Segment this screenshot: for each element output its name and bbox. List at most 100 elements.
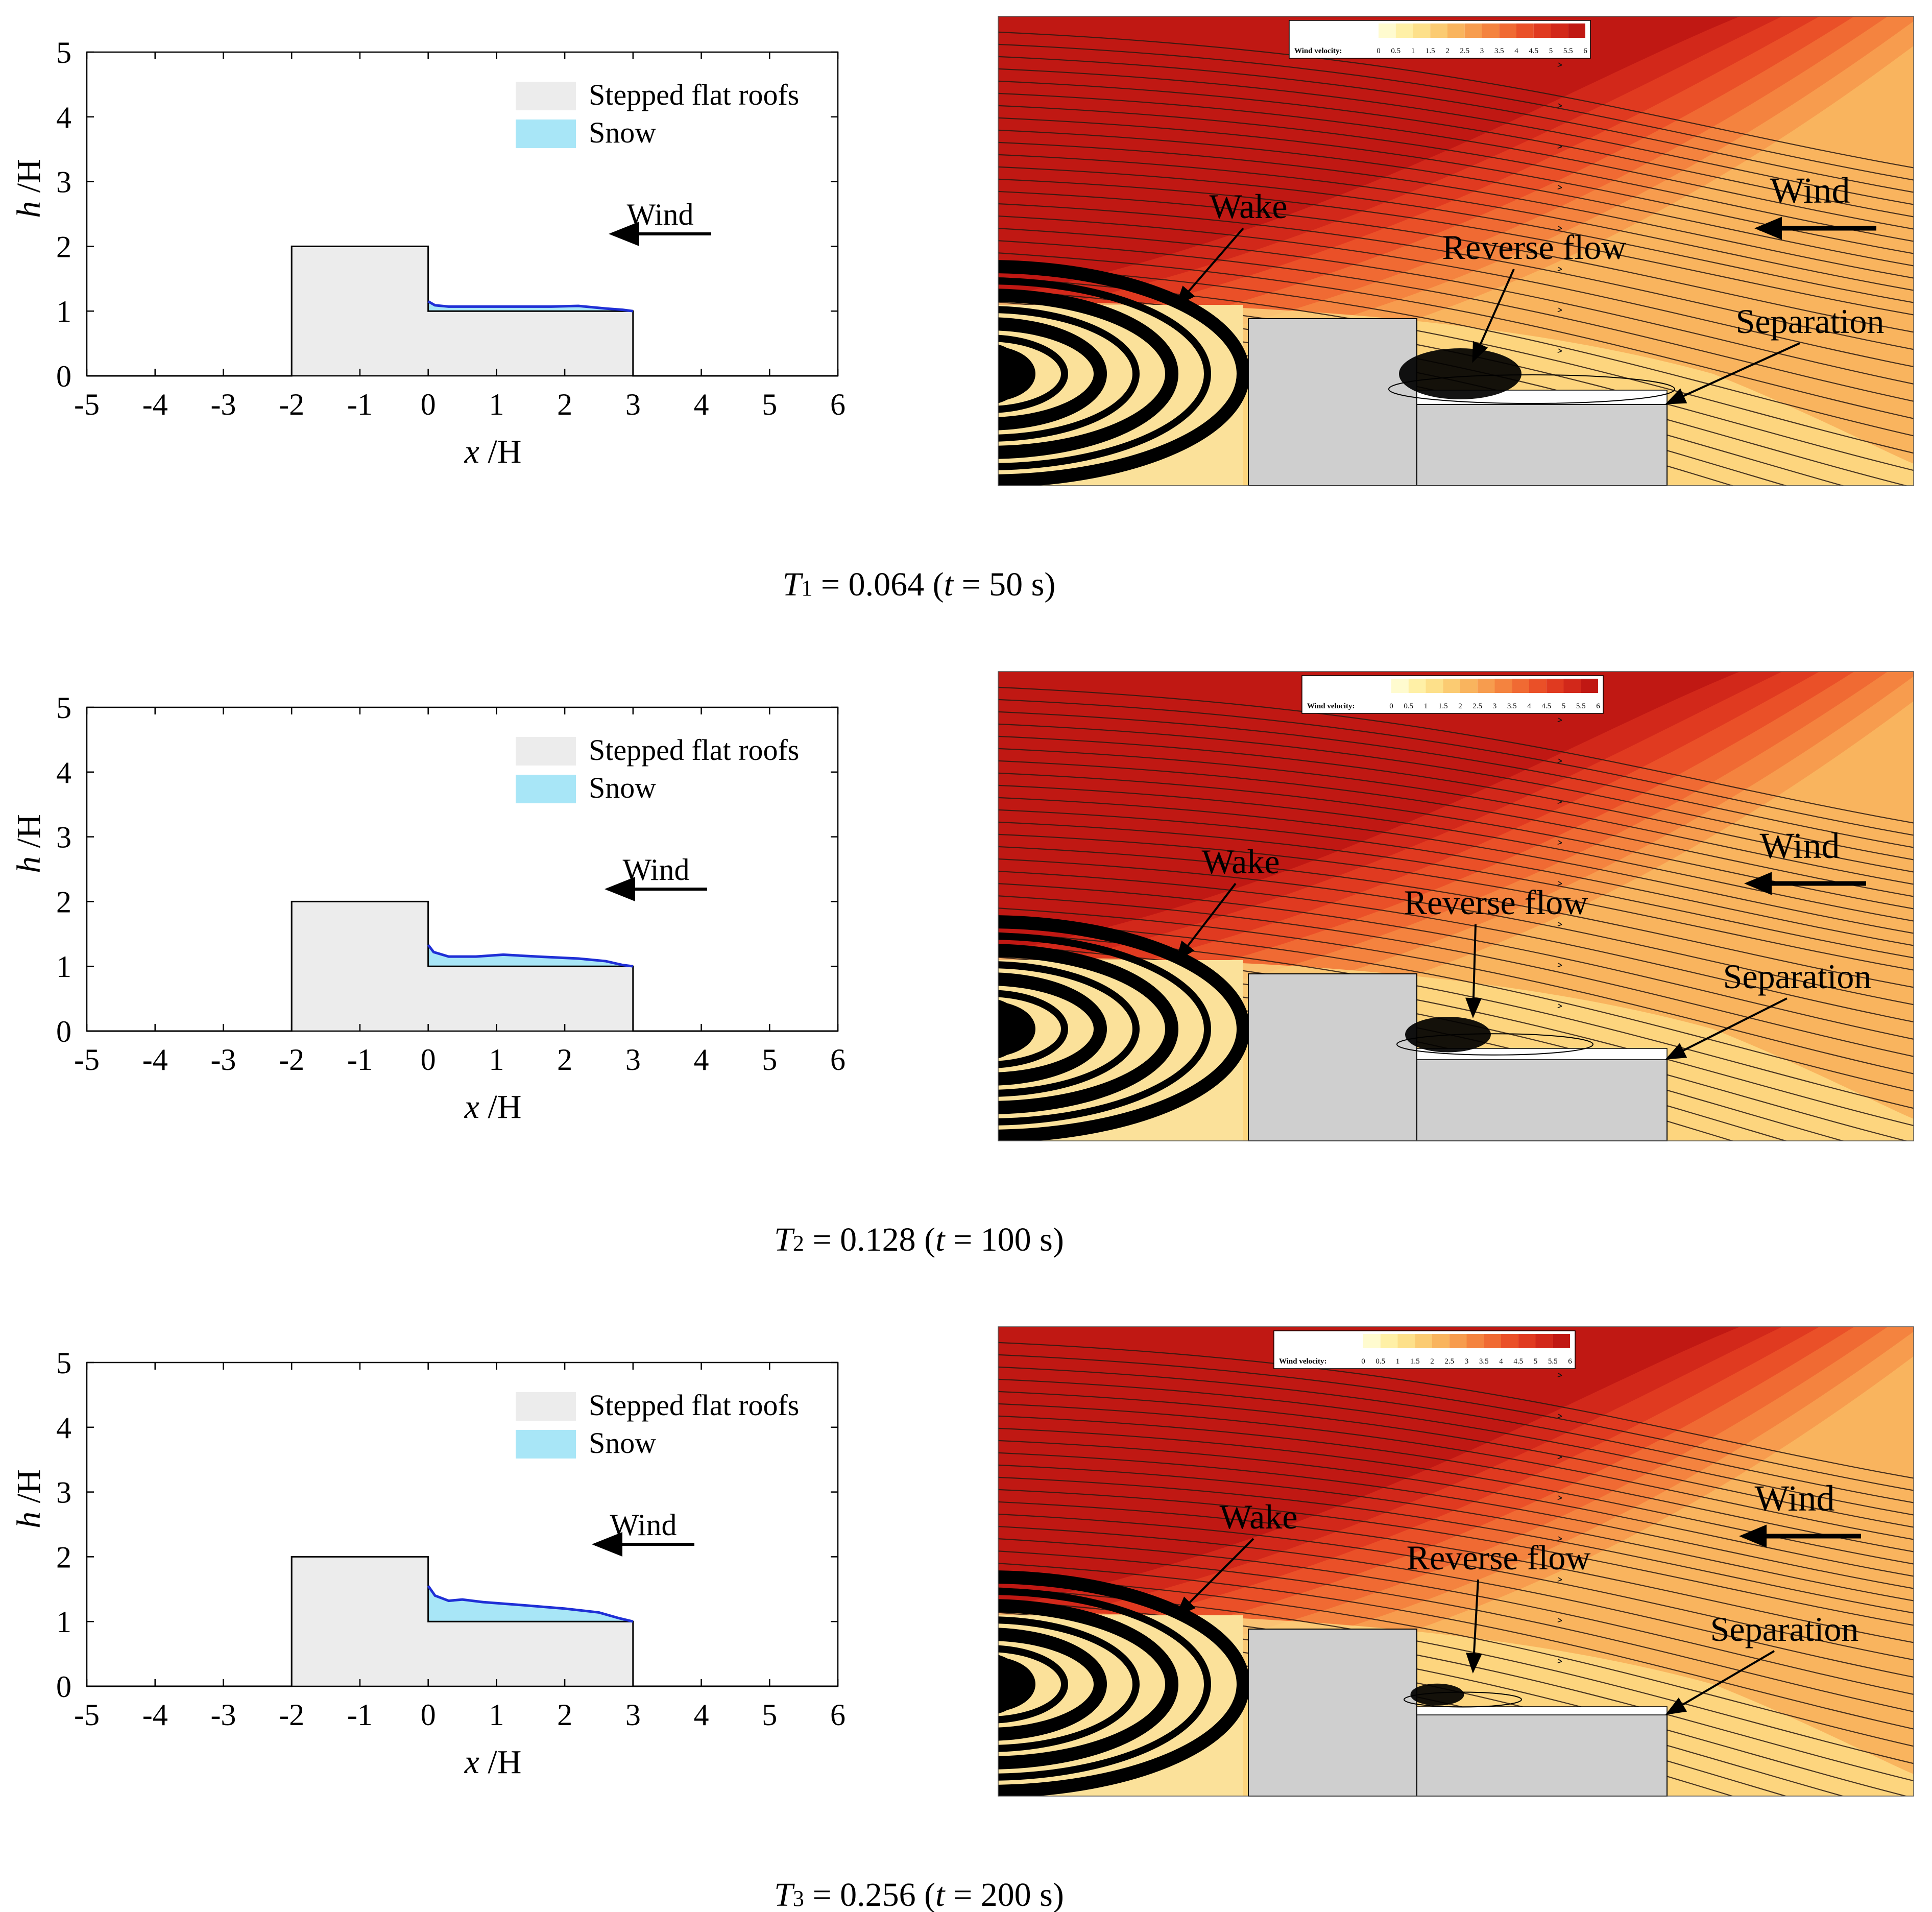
flow-content [998, 672, 1914, 1141]
y-tick-label: 5 [56, 36, 71, 69]
x-tick-label: -4 [142, 1698, 168, 1732]
reverse-flow-arrow [1472, 269, 1515, 363]
colorbar-tick-label: 1.5 [1410, 1357, 1420, 1366]
wake-arrow [1175, 882, 1237, 962]
snow-area [428, 301, 633, 312]
colorbar-tick-label: 0.5 [1375, 1357, 1385, 1366]
y-tick-label: 4 [56, 1411, 71, 1445]
axis-box [86, 51, 839, 377]
roof-outline [87, 245, 838, 377]
colorbar-swatch [1408, 679, 1426, 693]
y-axis-title: h /H [10, 814, 47, 873]
streamline [998, 228, 1914, 385]
colorbar-tick-label: 3 [1493, 702, 1497, 710]
streamline [998, 80, 1914, 218]
streamline [998, 129, 1914, 267]
streamline [998, 1452, 1914, 1589]
colorbar-swatch [1533, 23, 1551, 38]
reverse-flow-label: Reverse flow [1442, 228, 1627, 267]
streamline [998, 846, 1914, 988]
colorbar-tick-label: 5.5 [1563, 47, 1573, 55]
colorbar-swatch [1447, 23, 1465, 38]
colorbar-title: Wind velocity: [1307, 702, 1355, 710]
colorbar-swatch [1546, 679, 1564, 693]
streamline [998, 723, 1914, 861]
x-tick-label: 1 [489, 388, 504, 421]
colorbar-swatch [1484, 1334, 1501, 1348]
wake-vortex-ring [998, 1570, 1250, 1796]
y-tick-label: 0 [56, 1015, 71, 1048]
colorbar-tick-label: 3.5 [1507, 702, 1517, 710]
wake-arrow [1175, 1538, 1254, 1617]
roof-outline [87, 900, 838, 1032]
y-tick-label: 5 [56, 691, 71, 725]
colorbar-tick-label: 5.5 [1548, 1357, 1558, 1366]
streamline [998, 1440, 1914, 1577]
colorbar-tick-label: 3.5 [1494, 47, 1504, 55]
reverse-flow-vortex [1396, 1017, 1593, 1056]
flow-frame [998, 16, 1914, 486]
colorbar-tick-label: 1 [1411, 47, 1415, 55]
colorbar-swatch [1432, 1334, 1450, 1348]
flow-frame [998, 1326, 1914, 1797]
colorbar-swatch [1466, 1334, 1484, 1348]
x-axis-title: x /H [464, 1088, 522, 1126]
separation-label: Separation [1736, 302, 1885, 341]
streamline [998, 735, 1914, 873]
flow-field-1: Wind velocity: 0 0.5 1 1.5 2 2.5 3 3.5 4 4.5 5 5.5 6W… [998, 16, 1914, 486]
colorbar: Wind velocity: 0 0.5 1 1.5 2 2.5 3 3.5 4 4.5 5 5.5 6 [1301, 675, 1604, 714]
colorbar-tick-label: 5.5 [1576, 702, 1586, 710]
flow-field-2: Wind velocity: 0 0.5 1 1.5 2 2.5 3 3.5 4 4.5 5 5.5 6W… [998, 671, 1914, 1141]
wake-vortex-ring [998, 915, 1250, 1141]
colorbar-swatch [1477, 679, 1495, 693]
streamline [998, 699, 1914, 836]
colorbar-tick-label: 3 [1480, 47, 1484, 55]
streamline [998, 1563, 1914, 1730]
streamline [998, 809, 1914, 946]
roof-outline [87, 1556, 838, 1687]
colorbar-swatch [1380, 1334, 1398, 1348]
colorbar-tick-label: 6 [1568, 1357, 1572, 1366]
streamline [998, 1501, 1914, 1643]
colorbar-swatch [1516, 23, 1534, 38]
colorbar-tick-label: 5 [1562, 702, 1566, 710]
flow-wind-label: Wind [1770, 170, 1850, 211]
colorbar-swatch [1581, 679, 1598, 693]
colorbar-tick-label: 5 [1549, 47, 1553, 55]
x-tick-label: 3 [625, 1043, 641, 1077]
streamline [998, 833, 1914, 971]
legend-swatch-snow [516, 1430, 576, 1459]
wake-vortex-ring [998, 1645, 1068, 1724]
separation-arrow [1665, 342, 1800, 404]
streamline [998, 1427, 1914, 1565]
wind-label: Wind [610, 1508, 677, 1542]
panel-caption: T2 = 0.128 (t = 100 s) [774, 1221, 1064, 1258]
streamline [998, 871, 1914, 1023]
streamline [998, 920, 1914, 1092]
y-tick-label: 3 [56, 165, 71, 199]
streamline [998, 43, 1914, 181]
reverse-flow-label: Reverse flow [1407, 1538, 1591, 1577]
colorbar-swatch [1391, 679, 1409, 693]
colorbar-swatch [1413, 23, 1431, 38]
snow-surface-line [427, 944, 634, 968]
x-tick-label: -3 [210, 1043, 236, 1077]
colorbar-swatch [1379, 23, 1396, 38]
snow-chart-2: -5 -4 -3 -2 -1 0 1 2 3 4 5 6 0 1 2 3 4 5 x /H h /H Stepped f… [10, 691, 1064, 1258]
colorbar-tick-label: 2.5 [1460, 47, 1469, 55]
y-axis-title: h /H [10, 1469, 47, 1528]
colorbar-swatch [1460, 679, 1478, 693]
reverse-flow-arrow [1466, 1579, 1482, 1674]
wake-vortex-ring [998, 334, 1068, 413]
x-tick-label: 2 [557, 388, 572, 421]
wake-vortex-ring [998, 1001, 1035, 1057]
wake-vortex-ring [998, 1657, 1035, 1712]
streamline [998, 1550, 1914, 1712]
streamline [998, 1476, 1914, 1614]
colorbar-swatch [1499, 23, 1516, 38]
y-tick-label: 1 [56, 1605, 71, 1639]
x-tick-label: -4 [142, 388, 168, 421]
streamline [998, 141, 1914, 279]
wake-region [998, 915, 1250, 1141]
x-axis-title: x /H [464, 1743, 522, 1781]
